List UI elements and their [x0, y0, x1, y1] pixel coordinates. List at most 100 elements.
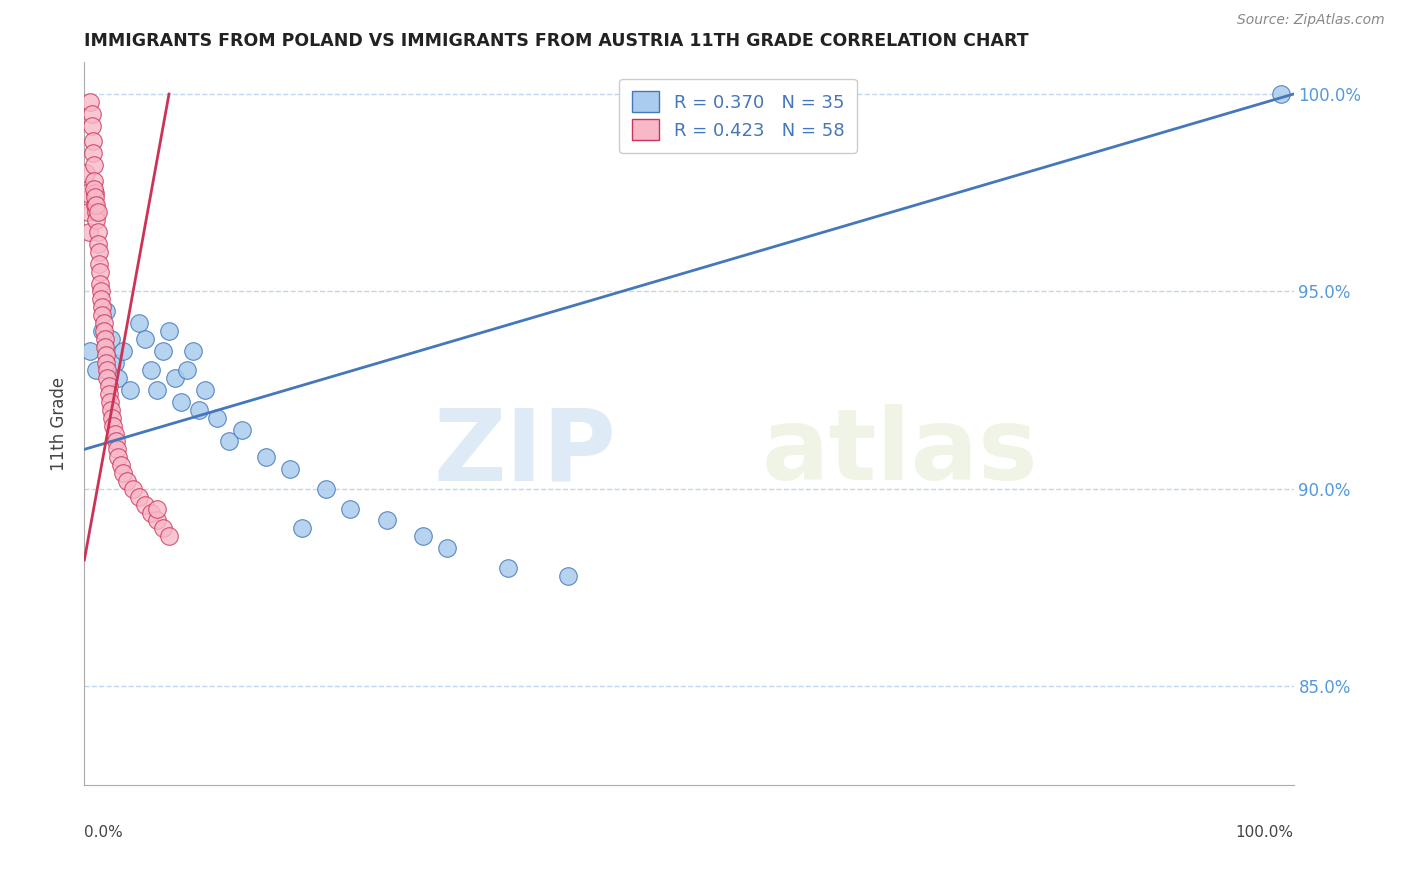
- Point: [86, 213, 108, 227]
- Point: [82, 135, 104, 149]
- Point: [94, 355, 117, 369]
- Point: [91, 300, 114, 314]
- Point: [80, 119, 103, 133]
- Point: [139, 506, 162, 520]
- Point: [97, 387, 120, 401]
- Point: [94, 348, 117, 362]
- Point: [188, 403, 211, 417]
- Point: [101, 410, 124, 425]
- Point: [157, 529, 180, 543]
- Point: [84, 197, 107, 211]
- Point: [80, 107, 103, 121]
- Point: [83, 174, 105, 188]
- Point: [436, 541, 458, 555]
- Point: [157, 324, 180, 338]
- Point: [134, 332, 156, 346]
- Point: [152, 343, 174, 358]
- Point: [115, 474, 138, 488]
- Point: [121, 482, 143, 496]
- Point: [146, 501, 169, 516]
- Point: [139, 363, 162, 377]
- Point: [79, 95, 101, 109]
- Point: [100, 403, 122, 417]
- Point: [91, 308, 114, 322]
- Point: [94, 304, 117, 318]
- Point: [146, 513, 169, 527]
- Point: [84, 189, 107, 203]
- Point: [86, 363, 108, 377]
- Point: [218, 434, 240, 449]
- Point: [496, 561, 519, 575]
- Point: [146, 383, 169, 397]
- Point: [103, 418, 125, 433]
- Point: [91, 324, 114, 338]
- Point: [278, 462, 301, 476]
- Text: ZIP: ZIP: [433, 404, 616, 501]
- Point: [105, 442, 128, 457]
- Point: [86, 205, 108, 219]
- Point: [79, 343, 101, 358]
- Point: [89, 265, 111, 279]
- Text: IMMIGRANTS FROM POLAND VS IMMIGRANTS FROM AUSTRIA 11TH GRADE CORRELATION CHART: IMMIGRANTS FROM POLAND VS IMMIGRANTS FRO…: [84, 32, 1029, 50]
- Point: [181, 343, 204, 358]
- Point: [97, 379, 120, 393]
- Point: [152, 521, 174, 535]
- Point: [112, 466, 135, 480]
- Point: [86, 237, 108, 252]
- Text: 0.0%: 0.0%: [84, 825, 124, 839]
- Point: [98, 395, 121, 409]
- Point: [100, 332, 122, 346]
- Text: Source: ZipAtlas.com: Source: ZipAtlas.com: [1237, 13, 1385, 27]
- Point: [77, 205, 100, 219]
- Point: [112, 343, 135, 358]
- Point: [94, 340, 117, 354]
- Point: [96, 371, 118, 385]
- Point: [104, 434, 127, 449]
- Point: [254, 450, 277, 465]
- Point: [96, 363, 118, 377]
- Point: [93, 324, 115, 338]
- Legend: R = 0.370   N = 35, R = 0.423   N = 58: R = 0.370 N = 35, R = 0.423 N = 58: [620, 78, 856, 153]
- Y-axis label: 11th Grade: 11th Grade: [51, 376, 69, 471]
- Point: [1270, 87, 1292, 101]
- Point: [134, 498, 156, 512]
- Point: [86, 205, 108, 219]
- Point: [170, 395, 193, 409]
- Point: [94, 332, 117, 346]
- Point: [291, 521, 314, 535]
- Point: [83, 182, 105, 196]
- Point: [84, 186, 107, 200]
- Point: [87, 244, 110, 259]
- Point: [93, 316, 115, 330]
- Point: [83, 158, 105, 172]
- Text: atlas: atlas: [762, 404, 1038, 501]
- Point: [77, 225, 100, 239]
- Point: [89, 277, 111, 291]
- Point: [104, 355, 127, 369]
- Point: [76, 186, 98, 200]
- Point: [315, 482, 337, 496]
- Point: [110, 458, 132, 472]
- Point: [107, 371, 129, 385]
- Point: [87, 257, 110, 271]
- Point: [86, 225, 108, 239]
- Point: [120, 383, 142, 397]
- Point: [339, 501, 361, 516]
- Point: [165, 371, 187, 385]
- Point: [194, 383, 217, 397]
- Point: [207, 410, 229, 425]
- Point: [90, 285, 112, 299]
- Text: 100.0%: 100.0%: [1236, 825, 1294, 839]
- Point: [104, 426, 127, 441]
- Point: [86, 197, 108, 211]
- Point: [557, 568, 579, 582]
- Point: [176, 363, 198, 377]
- Point: [375, 513, 398, 527]
- Point: [82, 146, 104, 161]
- Point: [412, 529, 434, 543]
- Point: [75, 166, 97, 180]
- Point: [128, 490, 150, 504]
- Point: [90, 293, 112, 307]
- Point: [107, 450, 129, 465]
- Point: [231, 423, 253, 437]
